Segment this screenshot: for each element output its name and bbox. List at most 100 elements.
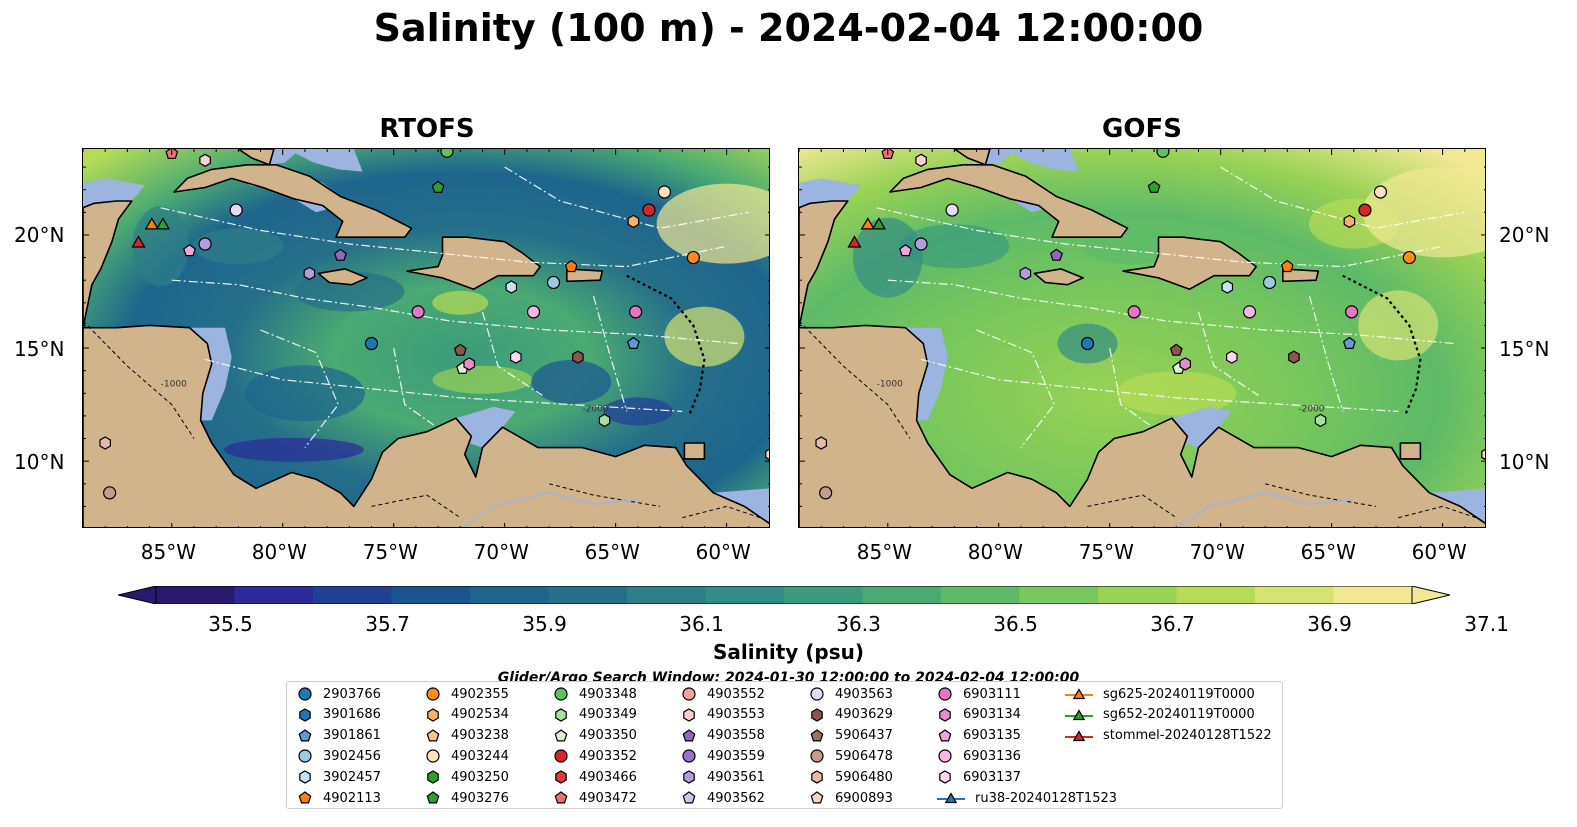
argo-float-marker[interactable] [1156,149,1170,158]
legend-marker[interactable] [939,770,951,784]
legend-marker[interactable] [810,791,824,804]
legend-marker[interactable] [426,728,440,742]
legend-marker[interactable] [682,791,696,804]
argo-float-marker[interactable] [598,413,611,428]
legend-marker[interactable] [1072,709,1086,720]
argo-float-marker[interactable] [629,305,643,319]
argo-float-marker[interactable] [1226,350,1238,364]
argo-float-marker[interactable] [198,237,212,251]
glider-marker[interactable] [131,235,146,248]
argo-float-marker[interactable] [1358,203,1372,217]
argo-float-marker[interactable] [505,280,518,294]
argo-float-marker[interactable] [1179,357,1191,371]
argo-float-marker[interactable] [1221,280,1234,294]
argo-float-marker[interactable] [510,350,522,364]
legend-marker[interactable] [939,708,951,722]
legend-marker[interactable] [682,687,696,701]
legend-marker[interactable] [811,708,823,722]
argo-float-marker[interactable] [1080,336,1095,351]
argo-float-marker[interactable] [453,343,467,356]
argo-float-marker[interactable] [1127,305,1141,319]
legend-marker[interactable] [682,749,696,763]
legend-marker[interactable] [938,728,952,742]
legend-marker[interactable] [298,749,312,763]
argo-float-marker[interactable] [1402,250,1416,265]
argo-float-marker[interactable] [199,153,211,167]
legend-marker[interactable] [426,687,440,701]
argo-float-marker[interactable] [899,244,912,257]
argo-float-marker[interactable] [1280,259,1294,273]
glider-marker[interactable] [144,217,159,230]
argo-float-marker[interactable] [440,149,454,158]
argo-float-marker[interactable] [1262,275,1277,290]
legend-marker[interactable] [426,749,440,763]
argo-float-marker[interactable] [914,237,928,251]
argo-float-marker[interactable] [1342,336,1356,349]
argo-float-marker[interactable] [657,185,672,199]
glider-marker[interactable] [155,217,171,230]
legend-marker[interactable] [299,770,311,784]
legend-marker[interactable] [554,687,568,701]
argo-float-marker[interactable] [431,180,445,193]
argo-float-marker[interactable] [1343,214,1356,229]
legend-marker[interactable] [1072,688,1086,700]
glider-marker[interactable] [860,217,875,230]
legend-marker[interactable] [299,708,311,722]
argo-float-marker[interactable] [1019,266,1032,281]
argo-float-marker[interactable] [819,486,833,500]
legend-marker[interactable] [298,728,312,742]
argo-float-marker[interactable] [765,448,770,460]
argo-float-marker[interactable] [945,203,959,217]
legend-marker[interactable] [1072,729,1086,741]
argo-float-marker[interactable] [229,203,243,217]
argo-float-marker[interactable] [1049,248,1063,261]
argo-float-marker[interactable] [183,244,196,257]
argo-float-marker[interactable] [1373,185,1388,199]
legend-marker[interactable] [682,728,696,742]
legend-marker[interactable] [683,708,695,722]
argo-float-marker[interactable] [1169,343,1183,356]
legend-marker[interactable] [938,687,952,701]
argo-float-marker[interactable] [815,436,827,450]
argo-float-marker[interactable] [686,250,700,265]
legend-marker[interactable] [298,791,312,804]
legend-marker[interactable] [427,770,439,784]
legend-marker[interactable] [555,708,567,722]
legend-marker[interactable] [298,687,312,701]
argo-float-marker[interactable] [1242,305,1257,319]
legend-marker[interactable] [944,792,958,804]
argo-float-marker[interactable] [99,436,111,450]
legend-marker[interactable] [811,770,823,784]
argo-float-marker[interactable] [1147,180,1161,193]
argo-float-marker[interactable] [626,336,640,349]
argo-float-marker[interactable] [411,305,425,319]
argo-float-marker[interactable] [364,336,379,351]
legend-marker[interactable] [554,728,568,742]
argo-float-marker[interactable] [915,153,927,167]
argo-float-marker[interactable] [333,248,347,261]
rtofs-salinity-map[interactable]: -1000 -2000 [82,148,770,528]
argo-float-marker[interactable] [303,266,316,281]
argo-float-marker[interactable] [1288,350,1300,364]
legend-marker[interactable] [683,770,695,784]
argo-float-marker[interactable] [627,214,640,229]
legend-marker[interactable] [426,791,440,804]
argo-float-marker[interactable] [1314,413,1327,428]
legend-marker[interactable] [555,770,567,784]
legend-marker[interactable] [554,749,568,763]
argo-float-marker[interactable] [1481,448,1486,460]
legend-marker[interactable] [810,728,824,742]
argo-float-marker[interactable] [546,275,561,290]
argo-float-marker[interactable] [463,357,475,371]
glider-marker[interactable] [847,235,862,248]
argo-float-marker[interactable] [564,259,578,273]
gofs-salinity-map[interactable]: -1000 -2000 [798,148,1486,528]
legend-marker[interactable] [810,687,824,701]
legend-marker[interactable] [810,749,824,763]
legend-marker[interactable] [427,708,439,722]
glider-marker[interactable] [871,217,887,230]
argo-float-marker[interactable] [526,305,541,319]
legend-marker[interactable] [554,791,568,804]
argo-float-marker[interactable] [103,486,117,500]
argo-float-marker[interactable] [1345,305,1359,319]
